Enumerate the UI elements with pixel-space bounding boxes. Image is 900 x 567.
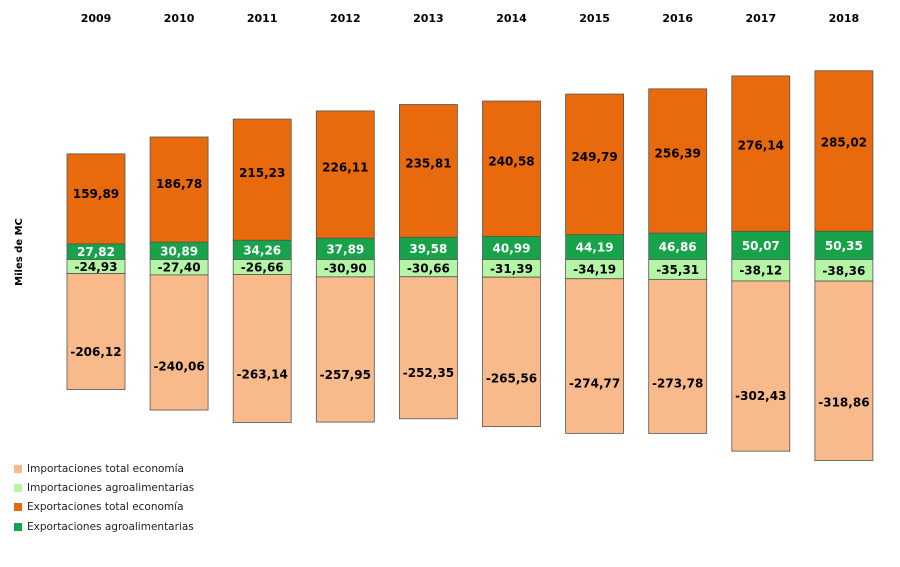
legend-swatch (14, 464, 22, 473)
bar-imp-total-2015 (565, 278, 624, 434)
bar-imp-total-2018 (814, 280, 874, 461)
year-label-2013: 2013 (413, 12, 444, 25)
label-imp-total-2014: -265,56 (486, 371, 537, 385)
bar-exp-total-2014 (482, 100, 541, 237)
y-axis-label: Miles de MC (14, 218, 25, 286)
bar-exp-total-2010 (149, 136, 209, 243)
label-imp-total-2012: -257,95 (320, 368, 371, 382)
label-exp-total-2013: 235,81 (405, 157, 451, 171)
label-exp-total-2012: 226,11 (322, 161, 368, 175)
label-exp-total-2015: 249,79 (571, 150, 617, 164)
label-exp-agro-2014: 40,99 (493, 241, 531, 255)
year-label-2016: 2016 (662, 12, 693, 25)
legend-item: Importaciones total economía (14, 459, 194, 478)
label-exp-total-2014: 240,58 (488, 154, 534, 168)
chart-legend: Importaciones total economía Importacione… (14, 459, 194, 537)
legend-item: Exportaciones total economía (14, 498, 194, 517)
label-imp-total-2011: -263,14 (237, 368, 288, 382)
legend-label: Importaciones total economía (27, 462, 184, 475)
label-imp-agro-2009: -24,93 (75, 260, 118, 274)
label-imp-total-2009: -206,12 (70, 345, 121, 359)
legend-swatch (14, 484, 22, 493)
year-label-2012: 2012 (330, 12, 361, 25)
year-label-2014: 2014 (496, 12, 527, 25)
label-exp-total-2016: 256,39 (655, 146, 701, 160)
bar-exp-agro-2016 (648, 232, 708, 260)
label-imp-agro-2017: -38,12 (739, 264, 782, 278)
label-exp-total-2011: 215,23 (239, 166, 285, 180)
legend-swatch (14, 503, 22, 512)
bar-exp-total-2009 (66, 153, 126, 245)
bar-exp-agro-2018 (814, 230, 874, 260)
label-exp-total-2010: 186,78 (156, 177, 202, 191)
label-exp-agro-2013: 39,58 (409, 242, 447, 256)
bar-exp-total-2017 (731, 75, 791, 232)
bar-imp-total-2016 (648, 278, 708, 434)
year-label-2009: 2009 (81, 12, 112, 25)
bar-exp-total-2013 (398, 104, 458, 238)
legend-label: Exportaciones agroalimentarias (27, 520, 194, 533)
legend-label: Exportaciones total economía (27, 501, 184, 514)
label-imp-total-2017: -302,43 (735, 389, 786, 403)
bar-imp-total-2017 (731, 280, 791, 452)
bar-exp-total-2015 (565, 93, 624, 236)
label-exp-total-2009: 159,89 (73, 187, 119, 201)
label-exp-agro-2011: 34,26 (243, 243, 281, 257)
bar-imp-total-2011 (232, 274, 292, 423)
label-imp-agro-2016: -35,31 (656, 263, 699, 277)
label-exp-agro-2018: 50,35 (825, 239, 863, 253)
legend-label: Importaciones agroalimentarias (27, 482, 195, 495)
label-exp-agro-2012: 37,89 (326, 242, 364, 256)
label-imp-total-2010: -240,06 (153, 359, 204, 373)
label-imp-agro-2015: -34,19 (573, 263, 616, 277)
label-exp-agro-2016: 46,86 (659, 240, 697, 254)
label-imp-agro-2013: -30,66 (407, 262, 450, 276)
label-exp-agro-2017: 50,07 (742, 239, 780, 253)
bar-imp-total-2010 (149, 274, 209, 411)
bar-imp-total-2014 (482, 276, 541, 428)
label-imp-total-2016: -273,78 (652, 377, 703, 391)
label-exp-agro-2009: 27,82 (77, 245, 115, 259)
label-imp-total-2018: -318,86 (818, 396, 869, 410)
year-label-2017: 2017 (745, 12, 776, 25)
bar-imp-total-2012 (315, 276, 375, 423)
label-imp-agro-2018: -38,36 (822, 264, 865, 278)
legend-item: Exportaciones agroalimentarias (14, 517, 194, 536)
bar-imp-total-2013 (398, 276, 458, 420)
label-imp-agro-2014: -31,39 (490, 262, 533, 276)
year-label-2015: 2015 (579, 12, 610, 25)
bar-exp-total-2018 (814, 70, 874, 232)
label-exp-agro-2015: 44,19 (576, 241, 614, 255)
label-exp-total-2018: 285,02 (821, 135, 867, 149)
bar-imp-total-2009 (66, 273, 126, 390)
label-imp-total-2015: -274,77 (569, 376, 620, 390)
label-imp-agro-2011: -26,66 (241, 261, 284, 275)
year-label-2010: 2010 (164, 12, 195, 25)
year-label-2018: 2018 (829, 12, 860, 25)
bar-exp-total-2016 (648, 88, 708, 234)
legend-swatch (14, 522, 22, 531)
bar-exp-total-2012 (315, 110, 375, 239)
legend-item: Importaciones agroalimentarias (14, 478, 194, 497)
label-imp-agro-2012: -30,90 (324, 262, 367, 276)
label-imp-agro-2010: -27,40 (158, 261, 201, 275)
label-exp-agro-2010: 30,89 (160, 244, 198, 258)
bar-exp-total-2011 (232, 118, 292, 241)
label-exp-total-2017: 276,14 (738, 138, 784, 152)
year-label-2011: 2011 (247, 12, 278, 25)
label-imp-total-2013: -252,35 (403, 366, 454, 380)
